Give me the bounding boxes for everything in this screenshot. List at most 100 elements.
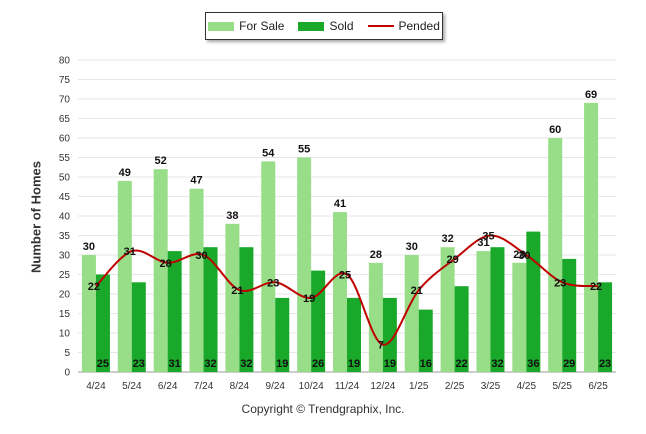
bar-sold-4 [239, 247, 254, 372]
data-label-for-sale-3: 47 [190, 175, 202, 187]
bar-for-sale-5 [261, 161, 276, 372]
data-label-sold-7: 19 [348, 358, 360, 370]
data-label-pended-2: 28 [160, 258, 172, 270]
legend-label-for-sale: For Sale [239, 19, 285, 33]
data-label-for-sale-7: 41 [334, 198, 346, 210]
x-tick-label-2: 6/24 [158, 381, 178, 392]
data-label-sold-0: 25 [97, 358, 109, 370]
y-tick-label-0: 0 [64, 368, 70, 379]
x-tick-label-14: 6/25 [588, 381, 608, 392]
legend-label-pended: Pended [398, 19, 440, 33]
data-label-sold-9: 16 [420, 358, 432, 370]
y-tick-label-70: 70 [59, 95, 71, 106]
bar-for-sale-13 [548, 138, 563, 372]
legend-swatch-pended [367, 25, 394, 27]
x-tick-label-3: 7/24 [194, 381, 214, 392]
data-label-sold-1: 23 [133, 358, 145, 370]
data-label-for-sale-4: 38 [226, 210, 238, 222]
x-tick-label-10: 2/25 [445, 381, 465, 392]
data-label-pended-12: 30 [518, 250, 530, 262]
data-label-for-sale-9: 30 [406, 241, 418, 253]
data-label-pended-4: 21 [231, 285, 243, 297]
data-label-pended-1: 31 [124, 246, 136, 258]
bar-for-sale-11 [476, 251, 491, 372]
chart-legend: For Sale Sold Pended [205, 12, 443, 40]
x-tick-label-11: 3/25 [481, 381, 501, 392]
data-label-for-sale-11: 31 [477, 237, 489, 249]
x-tick-label-8: 12/24 [370, 381, 395, 392]
y-tick-label-15: 15 [59, 309, 71, 320]
y-tick-label-10: 10 [59, 329, 71, 340]
bar-sold-14 [598, 282, 613, 372]
data-label-for-sale-14: 69 [585, 89, 597, 101]
y-tick-label-25: 25 [59, 270, 71, 281]
data-label-pended-14: 22 [590, 281, 602, 293]
data-label-pended-6: 19 [303, 293, 315, 305]
legend-item-for-sale: For Sale [208, 19, 284, 33]
legend-item-sold: Sold [298, 19, 354, 33]
bar-sold-2 [167, 251, 182, 372]
bar-sold-6 [311, 270, 326, 372]
data-label-pended-11: 35 [482, 231, 494, 243]
legend-item-pended: Pended [367, 19, 440, 33]
bar-sold-13 [562, 258, 577, 372]
y-tick-label-30: 30 [59, 251, 71, 262]
bar-sold-10 [454, 286, 469, 372]
data-label-pended-9: 21 [411, 285, 423, 297]
bar-for-sale-6 [297, 157, 312, 372]
y-tick-label-45: 45 [59, 192, 71, 203]
line-pended [95, 234, 599, 346]
y-tick-label-35: 35 [59, 231, 71, 242]
data-label-for-sale-13: 60 [549, 124, 561, 136]
bar-sold-1 [131, 282, 146, 372]
y-tick-label-40: 40 [59, 212, 71, 223]
x-tick-label-6: 10/24 [299, 381, 324, 392]
data-label-pended-8: 7 [378, 340, 384, 352]
bar-sold-12 [526, 231, 541, 372]
data-label-for-sale-12: 28 [513, 249, 525, 261]
x-tick-label-7: 11/24 [335, 381, 360, 392]
x-tick-label-9: 1/25 [409, 381, 429, 392]
data-label-for-sale-8: 28 [370, 249, 382, 261]
legend-swatch-sold [298, 21, 325, 31]
data-label-for-sale-6: 55 [298, 144, 310, 156]
x-tick-label-1: 5/24 [122, 381, 142, 392]
bar-sold-0 [95, 274, 110, 372]
y-axis-label: Number of Homes [28, 161, 44, 273]
y-tick-label-65: 65 [59, 114, 71, 125]
data-label-sold-2: 31 [169, 358, 181, 370]
x-tick-label-0: 4/24 [86, 381, 106, 392]
y-tick-label-60: 60 [59, 134, 71, 145]
y-tick-label-55: 55 [59, 153, 71, 164]
bar-sold-5 [275, 297, 290, 372]
data-label-sold-4: 32 [240, 358, 252, 370]
data-label-pended-5: 23 [267, 277, 279, 289]
data-label-sold-10: 22 [455, 358, 467, 370]
bar-for-sale-1 [117, 180, 132, 372]
y-tick-label-75: 75 [59, 75, 71, 86]
x-tick-label-4: 8/24 [230, 381, 250, 392]
legend-swatch-for-sale [208, 21, 235, 31]
data-label-for-sale-1: 49 [119, 167, 131, 179]
bar-for-sale-0 [81, 255, 96, 372]
bar-for-sale-10 [440, 247, 455, 372]
data-label-for-sale-10: 32 [441, 233, 453, 245]
x-tick-label-5: 9/24 [266, 381, 286, 392]
data-label-pended-7: 25 [339, 270, 351, 282]
data-label-sold-13: 29 [563, 358, 575, 370]
data-label-pended-0: 22 [88, 281, 100, 293]
bar-for-sale-12 [512, 262, 527, 372]
bar-for-sale-14 [584, 102, 599, 373]
data-label-pended-13: 23 [554, 277, 566, 289]
y-tick-label-5: 5 [64, 348, 70, 359]
y-tick-label-80: 80 [59, 56, 71, 67]
data-label-sold-5: 19 [276, 358, 288, 370]
copyright-text: Copyright © Trendgraphix, Inc. [241, 402, 405, 416]
bar-for-sale-8 [368, 262, 383, 372]
data-label-for-sale-0: 30 [83, 241, 95, 253]
x-tick-label-13: 5/25 [552, 381, 572, 392]
x-tick-label-12: 4/25 [517, 381, 537, 392]
bar-for-sale-2 [153, 169, 168, 372]
data-label-pended-3: 30 [195, 250, 207, 262]
